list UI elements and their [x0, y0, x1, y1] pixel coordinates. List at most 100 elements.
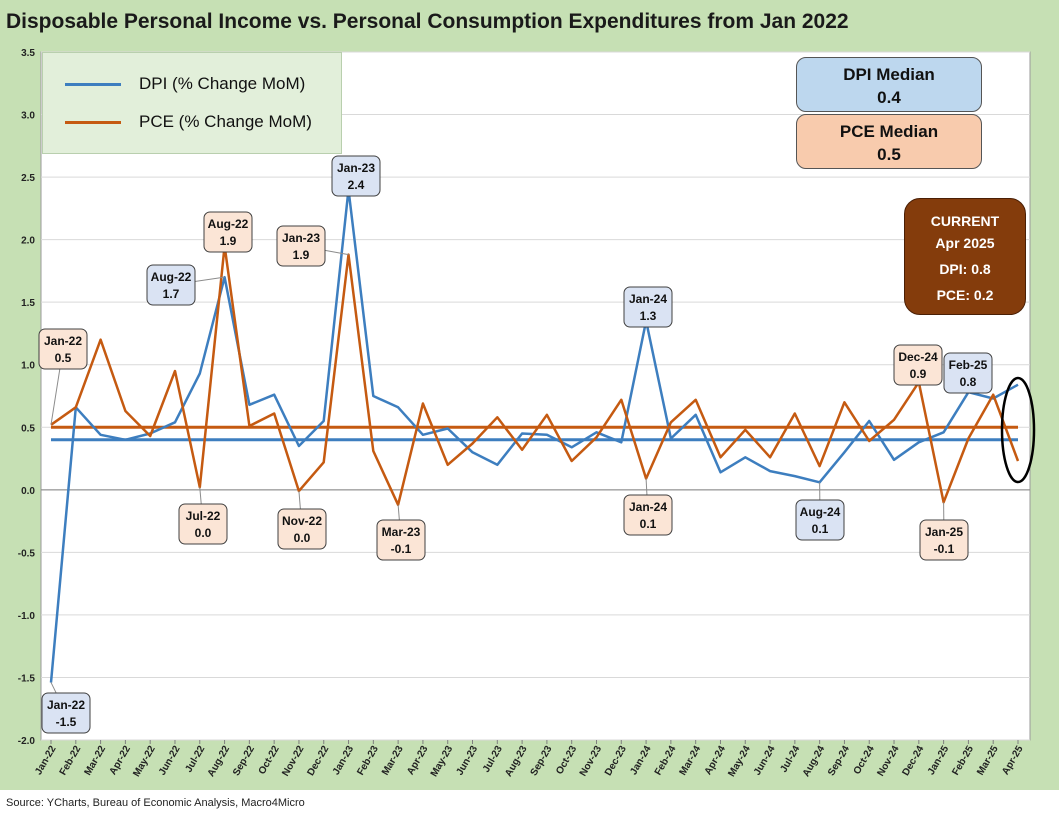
callout-value: 0.0 — [195, 526, 212, 540]
current-period: Apr 2025 — [935, 235, 995, 251]
callout-label: Jul-22 — [186, 509, 221, 523]
data-callout: Feb-25 0.8 — [943, 352, 993, 394]
data-callout: Mar-23 -0.1 — [376, 504, 426, 561]
x-tick-label: Feb-23 — [355, 744, 381, 778]
callout-label: Mar-23 — [382, 525, 421, 539]
x-tick-label: Jan-24 — [628, 744, 654, 777]
legend-item-dpi: DPI (% Change MoM) — [65, 73, 305, 95]
callout-label: Jan-22 — [47, 698, 85, 712]
callout-box — [893, 344, 943, 386]
x-tick-label: Feb-22 — [58, 744, 84, 778]
x-tick-label: Jul-24 — [778, 744, 802, 775]
data-callout: Aug-24 0.1 — [795, 482, 845, 541]
x-tick-label: Sep-24 — [826, 744, 852, 778]
callout-box — [146, 264, 196, 306]
legend-label-dpi: DPI (% Change MoM) — [139, 74, 306, 93]
callout-label: Jan-25 — [925, 525, 963, 539]
data-callout: Aug-22 1.9 — [203, 211, 253, 253]
pce-median-label: PCE Median — [839, 122, 939, 141]
callout-label: Aug-22 — [208, 217, 249, 231]
x-tick-label: Feb-24 — [653, 744, 679, 778]
callout-box — [203, 211, 253, 253]
data-callout: Jan-25 -0.1 — [919, 502, 969, 561]
x-tick-label: Oct-22 — [257, 744, 282, 777]
legend-item-pce: PCE (% Change MoM) — [65, 111, 312, 133]
x-tick-label: Apr-22 — [108, 744, 134, 777]
legend-label-pce: PCE (% Change MoM) — [139, 112, 312, 131]
y-tick-label: 2.0 — [21, 236, 35, 247]
x-tick-label: Sep-23 — [529, 744, 555, 778]
dpi-median-value: 0.4 — [877, 88, 901, 107]
data-callout: Jan-24 0.1 — [623, 478, 673, 536]
callout-label: Jan-24 — [629, 500, 667, 514]
callout-value: -0.1 — [391, 542, 412, 556]
x-tick-label: Apr-24 — [703, 744, 729, 777]
x-tick-label: Jun-22 — [157, 744, 183, 778]
data-callout: Dec-24 0.9 — [893, 344, 943, 386]
callout-value: 1.3 — [640, 309, 657, 323]
latest-highlight-ellipse — [1000, 376, 1036, 484]
y-tick-label: 1.5 — [21, 298, 35, 309]
x-tick-label: Nov-22 — [280, 744, 306, 779]
x-tick-label: Sep-22 — [231, 744, 257, 778]
callout-value: 0.0 — [294, 531, 311, 545]
current-dpi: DPI: 0.8 — [939, 261, 991, 277]
pce-median-value: 0.5 — [877, 145, 901, 164]
dpi-median-label: DPI Median — [843, 65, 935, 84]
data-callout: Jul-22 0.0 — [178, 487, 228, 545]
callout-value: 0.9 — [910, 367, 927, 381]
callout-box — [41, 692, 91, 734]
pce-median-box: PCE Median 0.5 — [796, 114, 982, 169]
callout-label: Feb-25 — [949, 358, 988, 372]
data-callout: Jan-23 2.4 — [331, 155, 381, 197]
callout-box — [276, 225, 326, 267]
x-tick-label: Jun-24 — [752, 744, 778, 778]
callout-box — [943, 352, 993, 394]
title-bar: Disposable Personal Income vs. Personal … — [0, 0, 1059, 45]
source-note: Source: YCharts, Bureau of Economic Anal… — [6, 797, 305, 809]
y-tick-label: 0.0 — [21, 486, 35, 497]
x-tick-label: Mar-24 — [678, 744, 704, 778]
x-tick-label: Jan-22 — [33, 744, 59, 777]
y-tick-label: 2.5 — [21, 173, 35, 184]
callout-label: Dec-24 — [898, 350, 938, 364]
dpi-median-box: DPI Median 0.4 — [796, 57, 982, 112]
x-tick-label: May-22 — [131, 744, 158, 779]
callout-value: -0.1 — [934, 542, 955, 556]
x-tick-label: Jan-25 — [926, 744, 952, 777]
x-tick-label: Feb-25 — [950, 744, 976, 778]
chart-title: Disposable Personal Income vs. Personal … — [6, 10, 849, 33]
callout-label: Jan-23 — [282, 231, 320, 245]
callout-value: 0.5 — [55, 351, 72, 365]
current-pce: PCE: 0.2 — [936, 287, 994, 303]
callout-label: Aug-22 — [151, 270, 192, 284]
callout-label: Jan-23 — [337, 161, 375, 175]
callout-value: 0.1 — [640, 517, 657, 531]
x-tick-label: May-24 — [726, 744, 753, 779]
x-tick-label: Aug-23 — [503, 744, 530, 779]
x-tick-label: Apr-23 — [405, 744, 431, 777]
x-tick-label: Apr-25 — [1000, 744, 1026, 777]
x-tick-label: Dec-23 — [603, 744, 629, 778]
callout-label: Nov-22 — [282, 514, 322, 528]
callout-box — [277, 508, 327, 550]
callout-value: 0.8 — [960, 375, 977, 389]
callout-value: 2.4 — [348, 178, 365, 192]
x-tick-label: Jan-23 — [331, 744, 357, 777]
x-tick-label: Nov-24 — [875, 744, 901, 779]
y-tick-label: 3.0 — [21, 111, 35, 122]
x-tick-label: Dec-24 — [900, 744, 926, 778]
data-callout: Jan-23 1.9 — [276, 225, 349, 267]
x-tick-label: Oct-24 — [852, 744, 877, 777]
data-callout: Jan-22 0.5 — [38, 328, 88, 425]
x-tick-label: Aug-22 — [206, 744, 233, 779]
legend: DPI (% Change MoM) PCE (% Change MoM) — [42, 52, 342, 154]
y-tick-label: 3.5 — [21, 48, 35, 59]
callout-box — [178, 503, 228, 545]
data-callout: Jan-22 -1.5 — [41, 682, 91, 734]
y-tick-label: -0.5 — [18, 548, 36, 559]
x-tick-label: Jul-22 — [183, 744, 207, 775]
x-tick-label: Oct-23 — [554, 744, 579, 777]
x-tick-label: May-23 — [429, 744, 456, 779]
x-tick-label: Dec-22 — [305, 744, 331, 778]
